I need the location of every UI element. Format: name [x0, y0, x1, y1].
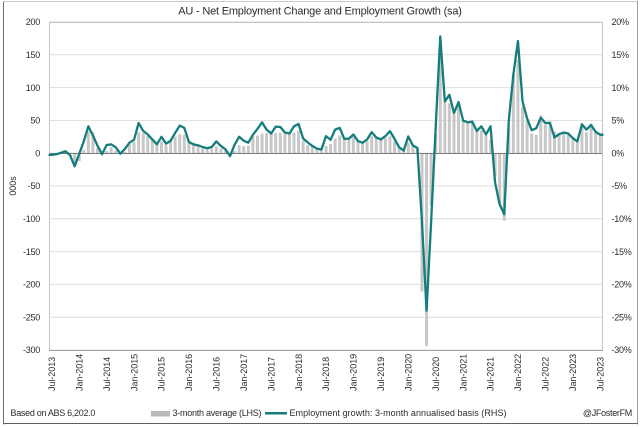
- svg-text:Jul-2023: Jul-2023: [595, 357, 605, 391]
- svg-text:-5%: -5%: [612, 181, 628, 191]
- svg-text:AU - Net Employment Change and: AU - Net Employment Change and Employmen…: [178, 6, 461, 18]
- svg-text:15%: 15%: [612, 50, 630, 60]
- svg-text:-250: -250: [23, 312, 40, 322]
- svg-text:Employment growth: 3-month ann: Employment growth: 3-month annualised ba…: [290, 408, 507, 418]
- svg-text:Jul-2019: Jul-2019: [376, 357, 386, 391]
- svg-text:Jan-2022: Jan-2022: [513, 354, 523, 391]
- svg-text:Jan-2018: Jan-2018: [294, 354, 304, 391]
- svg-text:Jul-2021: Jul-2021: [486, 357, 496, 391]
- svg-text:-100: -100: [23, 214, 40, 224]
- svg-text:10%: 10%: [612, 83, 630, 93]
- svg-text:Jan-2019: Jan-2019: [349, 354, 359, 391]
- svg-text:200: 200: [26, 17, 41, 27]
- svg-text:-25%: -25%: [612, 312, 632, 322]
- svg-text:0%: 0%: [612, 148, 625, 158]
- svg-text:50: 50: [30, 116, 40, 126]
- svg-text:Jul-2016: Jul-2016: [212, 357, 222, 391]
- svg-text:150: 150: [26, 50, 41, 60]
- svg-text:5%: 5%: [612, 116, 625, 126]
- svg-text:Jul-2013: Jul-2013: [47, 357, 57, 391]
- svg-text:-50: -50: [28, 181, 41, 191]
- svg-text:-150: -150: [23, 247, 40, 257]
- svg-text:Jul-2014: Jul-2014: [102, 357, 112, 391]
- svg-text:Based on ABS 6,202.0: Based on ABS 6,202.0: [11, 408, 96, 418]
- svg-text:@JFosterFM: @JFosterFM: [583, 408, 632, 418]
- svg-text:Jan-2017: Jan-2017: [239, 354, 249, 391]
- svg-text:3-month average (LHS): 3-month average (LHS): [173, 408, 262, 418]
- svg-text:-30%: -30%: [612, 345, 632, 355]
- svg-text:-200: -200: [23, 280, 40, 290]
- svg-text:-15%: -15%: [612, 247, 632, 257]
- svg-text:Jul-2020: Jul-2020: [431, 357, 441, 391]
- svg-text:000s: 000s: [8, 176, 18, 196]
- svg-text:Jan-2014: Jan-2014: [74, 354, 84, 391]
- svg-text:-20%: -20%: [612, 280, 632, 290]
- svg-text:Jan-2021: Jan-2021: [458, 354, 468, 391]
- svg-text:-10%: -10%: [612, 214, 632, 224]
- svg-text:-300: -300: [23, 345, 40, 355]
- svg-text:Jan-2016: Jan-2016: [184, 354, 194, 391]
- svg-text:0: 0: [35, 148, 40, 158]
- svg-text:Jul-2018: Jul-2018: [321, 357, 331, 391]
- svg-text:100: 100: [26, 83, 41, 93]
- svg-text:Jul-2022: Jul-2022: [541, 357, 551, 391]
- svg-text:Jan-2015: Jan-2015: [129, 354, 139, 391]
- svg-text:Jan-2023: Jan-2023: [568, 354, 578, 391]
- svg-text:Jul-2017: Jul-2017: [266, 357, 276, 391]
- svg-text:20%: 20%: [612, 17, 630, 27]
- svg-text:Jan-2020: Jan-2020: [403, 354, 413, 391]
- svg-text:Jul-2015: Jul-2015: [157, 357, 167, 391]
